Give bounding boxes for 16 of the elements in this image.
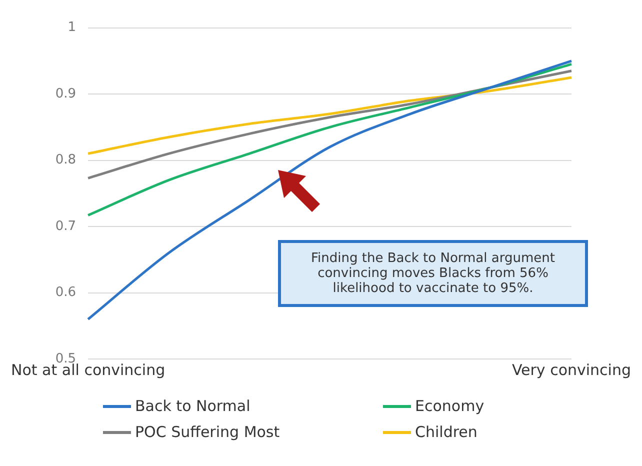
y-tick-label: 0.5 xyxy=(55,351,76,366)
y-tick-label: 0.9 xyxy=(55,86,76,102)
x-tick-label: Very convincing xyxy=(512,360,631,379)
legend-label: Children xyxy=(415,423,478,441)
y-tick-label: 0.8 xyxy=(55,152,76,168)
callout-box: Finding the Back to Normal argument convincing moves Blacks from 56% likelihood to vaccinate to 95%. xyxy=(278,240,588,307)
y-tick-label: 1 xyxy=(68,20,76,36)
legend-label: Economy xyxy=(415,397,484,415)
line-series xyxy=(86,76,573,155)
line-series xyxy=(86,60,573,321)
y-tick-label: 0.7 xyxy=(55,218,76,234)
y-tick-label: 0.6 xyxy=(55,285,76,300)
legend-label: Back to Normal xyxy=(135,397,250,415)
line-series xyxy=(86,62,573,217)
line-series xyxy=(86,70,573,180)
legend-label: POC Suffering Most xyxy=(135,423,280,441)
